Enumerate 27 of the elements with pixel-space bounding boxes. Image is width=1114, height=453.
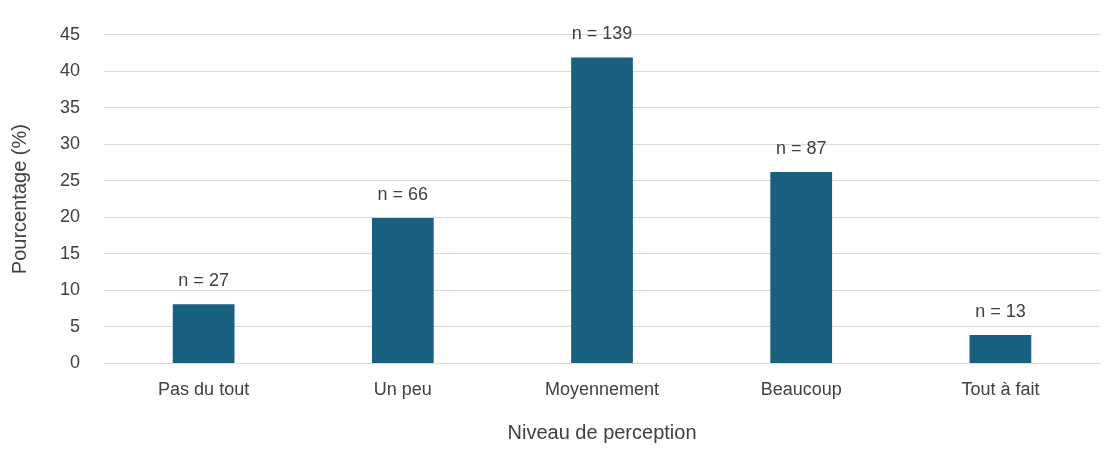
y-tick-label: 30	[59, 133, 81, 154]
bar	[571, 57, 633, 363]
annotation: n = 27	[178, 270, 229, 291]
y-tick-label: 45	[59, 23, 81, 44]
x-tick-label: Un peu	[373, 379, 432, 400]
y-tick-label: 0	[70, 352, 81, 373]
annotation: n = 13	[975, 300, 1026, 321]
annotation: n = 87	[775, 138, 827, 159]
y-tick-label: 5	[70, 315, 81, 336]
bar	[371, 218, 434, 363]
x-tick-label: Tout à fait	[961, 379, 1040, 400]
bar	[770, 172, 833, 363]
y-tick-label: 25	[59, 169, 81, 190]
bar	[969, 334, 1032, 363]
x-tick-label: Pas du tout	[158, 379, 250, 400]
y-tick-label: 20	[59, 206, 81, 227]
x-tick-label: Moyennement	[544, 379, 660, 400]
annotation: n = 66	[377, 184, 429, 205]
x-axis-title: Niveau de perception	[507, 420, 697, 443]
y-tick-label: 35	[59, 96, 81, 117]
annotation: n = 139	[571, 23, 633, 44]
y-tick-label: 10	[59, 279, 81, 300]
bar	[172, 304, 235, 363]
y-tick-label: 40	[59, 60, 81, 81]
x-tick-label: Beaucoup	[760, 379, 842, 400]
y-axis-title: Pourcentage (%)	[7, 124, 30, 275]
y-tick-label: 15	[59, 242, 81, 263]
